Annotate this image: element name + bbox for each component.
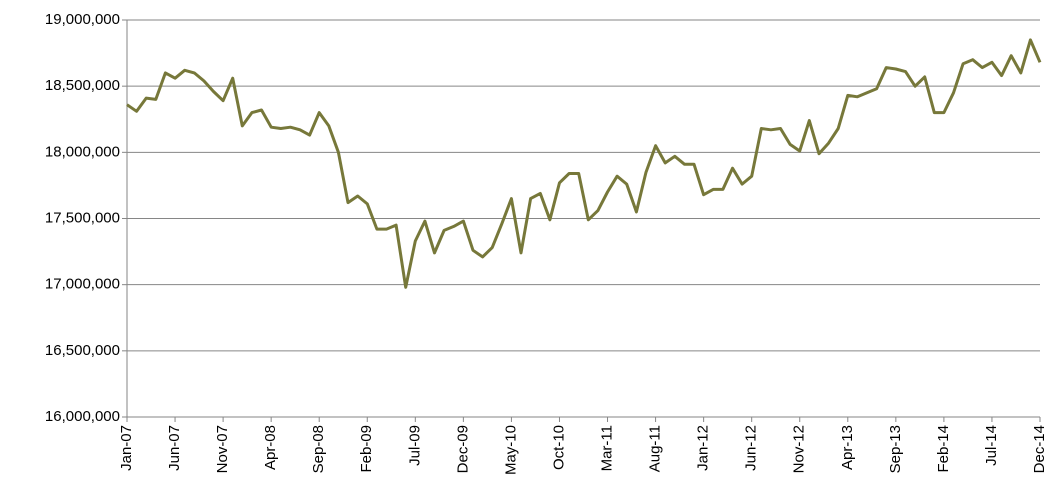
x-tick-label: Jun-07 bbox=[166, 425, 183, 471]
x-tick-label: Jan-07 bbox=[118, 425, 135, 471]
x-tick-label: Dec-14 bbox=[1031, 425, 1047, 473]
x-tick-label: Oct-10 bbox=[550, 425, 567, 470]
y-tick-label: 16,500,000 bbox=[45, 342, 120, 359]
x-tick-label: Jun-12 bbox=[743, 425, 760, 471]
y-tick-label: 17,000,000 bbox=[45, 276, 120, 293]
x-tick-label: Sep-08 bbox=[310, 425, 327, 473]
x-tick-label: Nov-12 bbox=[791, 425, 808, 473]
y-tick-label: 19,000,000 bbox=[45, 11, 120, 28]
x-tick-label: May-10 bbox=[502, 425, 519, 475]
x-tick-label: Jul-14 bbox=[983, 425, 1000, 466]
y-tick-label: 18,000,000 bbox=[45, 143, 120, 160]
x-tick-label: Apr-08 bbox=[262, 425, 279, 470]
x-tick-label: Sep-13 bbox=[887, 425, 904, 473]
x-tick-label: Jul-09 bbox=[406, 425, 423, 466]
x-tick-label: Apr-13 bbox=[839, 425, 856, 470]
y-tick-label: 18,500,000 bbox=[45, 77, 120, 94]
x-tick-label: Nov-07 bbox=[214, 425, 231, 473]
data-line bbox=[126, 38, 1042, 289]
y-tick-label: 17,500,000 bbox=[45, 209, 120, 226]
y-tick-label: 16,000,000 bbox=[45, 408, 120, 425]
x-tick-label: Feb-14 bbox=[935, 425, 952, 473]
x-tick-label: Mar-11 bbox=[598, 425, 615, 471]
x-tick-label: Jan-12 bbox=[695, 425, 712, 471]
x-tick-label: Aug-11 bbox=[647, 425, 664, 472]
x-tick-label: Feb-09 bbox=[358, 425, 375, 473]
x-tick-label: Dec-09 bbox=[454, 425, 471, 473]
